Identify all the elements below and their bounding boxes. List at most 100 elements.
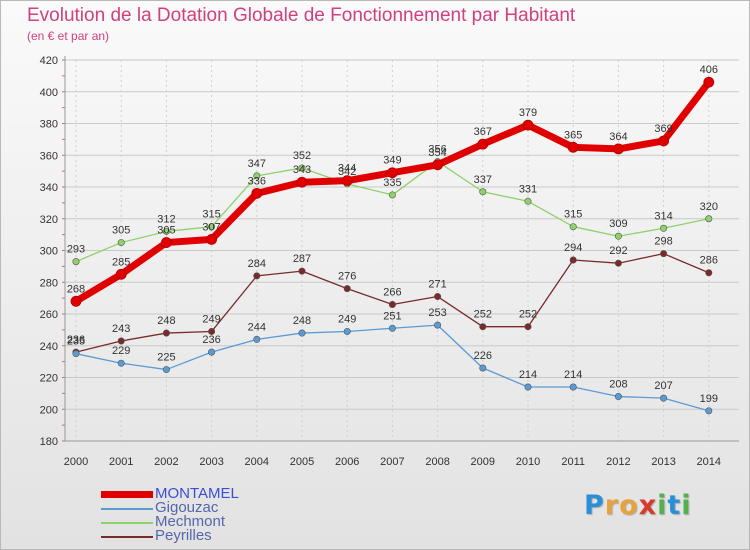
data-point-peyrilles <box>434 293 442 301</box>
y-tick-label: 220 <box>40 373 58 385</box>
data-point-gigouzac <box>434 321 442 329</box>
data-point-mechmont <box>208 223 216 231</box>
data-label-mechmont: 331 <box>519 183 537 195</box>
y-tick-label: 200 <box>40 404 58 416</box>
data-point-peyrilles <box>162 329 170 337</box>
data-label-montamel: 268 <box>67 283 85 295</box>
logo-letter: r <box>604 490 620 521</box>
data-label-montamel: 336 <box>248 175 266 187</box>
data-point-gigouzac <box>208 348 216 356</box>
x-tick-label: 2002 <box>154 456 178 468</box>
data-point-gigouzac <box>660 394 668 402</box>
data-point-peyrilles <box>253 272 261 280</box>
chart-subtitle: (en € et par an) <box>27 29 110 43</box>
data-label-mechmont: 314 <box>654 210 672 222</box>
data-label-gigouzac: 225 <box>157 352 175 364</box>
data-label-peyrilles: 252 <box>474 309 492 321</box>
series-line-gigouzac <box>75 324 709 412</box>
data-label-montamel: 367 <box>474 126 492 138</box>
data-point-montamel <box>251 187 263 199</box>
data-label-peyrilles: 276 <box>338 271 356 283</box>
x-tick-label: 2012 <box>606 456 630 468</box>
data-label-montamel: 344 <box>338 163 356 175</box>
data-point-gigouzac <box>479 364 487 372</box>
logo-letter: x <box>638 490 658 521</box>
data-label-peyrilles: 249 <box>202 313 220 325</box>
data-label-peyrilles: 287 <box>293 253 311 265</box>
data-point-mechmont <box>298 164 306 172</box>
data-point-peyrilles <box>388 300 396 308</box>
data-point-montamel <box>567 141 579 153</box>
data-label-gigouzac: 244 <box>248 321 266 333</box>
data-point-mechmont <box>162 227 170 235</box>
data-label-peyrilles: 292 <box>609 245 627 257</box>
data-point-gigouzac <box>117 359 125 367</box>
data-label-mechmont: 305 <box>112 225 130 237</box>
data-point-gigouzac <box>569 383 577 391</box>
data-point-gigouzac <box>524 383 532 391</box>
data-point-peyrilles <box>569 256 577 264</box>
data-label-peyrilles: 236 <box>67 334 85 346</box>
data-label-mechmont: 337 <box>474 174 492 186</box>
data-point-peyrilles <box>479 323 487 331</box>
proxiti-logo: Proxiti <box>584 490 692 521</box>
data-label-mechmont: 352 <box>293 150 311 162</box>
data-label-peyrilles: 252 <box>519 309 537 321</box>
data-point-montamel <box>658 135 669 147</box>
data-point-mechmont <box>705 215 713 223</box>
y-tick-label: 400 <box>40 87 58 99</box>
data-label-montamel: 349 <box>383 155 401 167</box>
data-point-mechmont <box>479 188 487 196</box>
data-point-peyrilles <box>343 285 351 293</box>
data-label-peyrilles: 294 <box>564 242 582 254</box>
data-label-montamel: 305 <box>157 225 175 237</box>
data-point-gigouzac <box>298 329 306 337</box>
data-label-montamel: 307 <box>202 221 220 233</box>
x-tick-label: 2005 <box>290 456 314 468</box>
data-point-montamel <box>386 167 398 179</box>
logo-letter: P <box>584 490 605 521</box>
data-label-peyrilles: 271 <box>428 279 446 291</box>
data-label-gigouzac: 199 <box>700 393 718 405</box>
data-point-mechmont <box>614 232 622 240</box>
data-point-montamel <box>341 175 353 187</box>
y-tick-label: 380 <box>40 119 58 131</box>
data-label-mechmont: 315 <box>202 209 220 221</box>
logo-letter: i <box>657 490 668 521</box>
data-label-montamel: 379 <box>519 107 537 119</box>
data-point-gigouzac <box>162 366 170 374</box>
logo-letter: i <box>681 490 692 521</box>
data-label-montamel: 364 <box>609 131 627 143</box>
data-point-mechmont <box>253 172 261 180</box>
data-label-mechmont: 335 <box>383 177 401 189</box>
data-point-mechmont <box>569 223 577 231</box>
x-tick-label: 2003 <box>199 456 223 468</box>
x-tick-label: 2001 <box>109 456 133 468</box>
data-label-peyrilles: 243 <box>112 323 130 335</box>
data-label-mechmont: 320 <box>700 201 718 213</box>
data-point-gigouzac <box>705 407 713 415</box>
data-point-gigouzac <box>72 350 80 358</box>
data-label-peyrilles: 286 <box>700 255 718 267</box>
data-label-gigouzac: 249 <box>338 313 356 325</box>
x-tick-label: 2006 <box>335 456 359 468</box>
y-tick-label: 340 <box>40 182 58 194</box>
data-label-gigouzac: 236 <box>202 334 220 346</box>
x-tick-label: 2011 <box>561 456 585 468</box>
x-tick-label: 2008 <box>425 456 449 468</box>
data-point-mechmont <box>660 224 668 232</box>
data-label-gigouzac: 208 <box>609 379 627 391</box>
data-label-gigouzac: 235 <box>67 336 85 348</box>
data-point-gigouzac <box>614 393 622 401</box>
x-tick-label: 2007 <box>380 456 404 468</box>
data-point-peyrilles <box>705 269 713 277</box>
legend-label: Gigouzac <box>155 499 219 516</box>
data-label-gigouzac: 229 <box>112 345 130 357</box>
x-tick-label: 2010 <box>516 456 540 468</box>
data-label-gigouzac: 214 <box>564 369 582 381</box>
y-tick-label: 360 <box>40 150 58 162</box>
data-point-gigouzac <box>388 324 396 332</box>
data-label-peyrilles: 284 <box>248 258 266 270</box>
